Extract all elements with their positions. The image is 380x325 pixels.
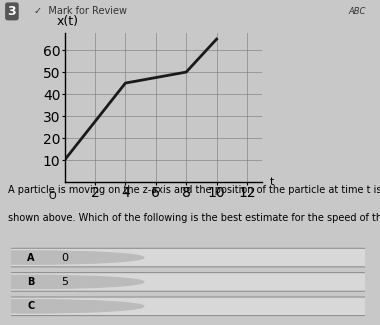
Text: ✓  Mark for Review: ✓ Mark for Review [34, 6, 127, 16]
Text: ABC: ABC [348, 7, 366, 16]
Text: 3: 3 [8, 5, 16, 18]
FancyBboxPatch shape [6, 273, 369, 291]
Text: x(t): x(t) [57, 15, 79, 28]
Text: 0: 0 [61, 253, 68, 263]
Circle shape [0, 251, 144, 264]
Text: 5: 5 [61, 277, 68, 287]
Text: A: A [27, 253, 35, 263]
FancyBboxPatch shape [6, 297, 369, 316]
Text: C: C [27, 301, 35, 311]
Text: A particle is moving on the z-axis and the position of the particle at time t is: A particle is moving on the z-axis and t… [8, 185, 380, 195]
Text: t: t [270, 177, 274, 187]
Circle shape [0, 300, 144, 313]
Text: O: O [49, 191, 56, 201]
Text: shown above. Which of the following is the best estimate for the speed of the pa: shown above. Which of the following is t… [8, 213, 380, 223]
Text: B: B [27, 277, 35, 287]
FancyBboxPatch shape [6, 248, 369, 267]
Circle shape [0, 275, 144, 289]
